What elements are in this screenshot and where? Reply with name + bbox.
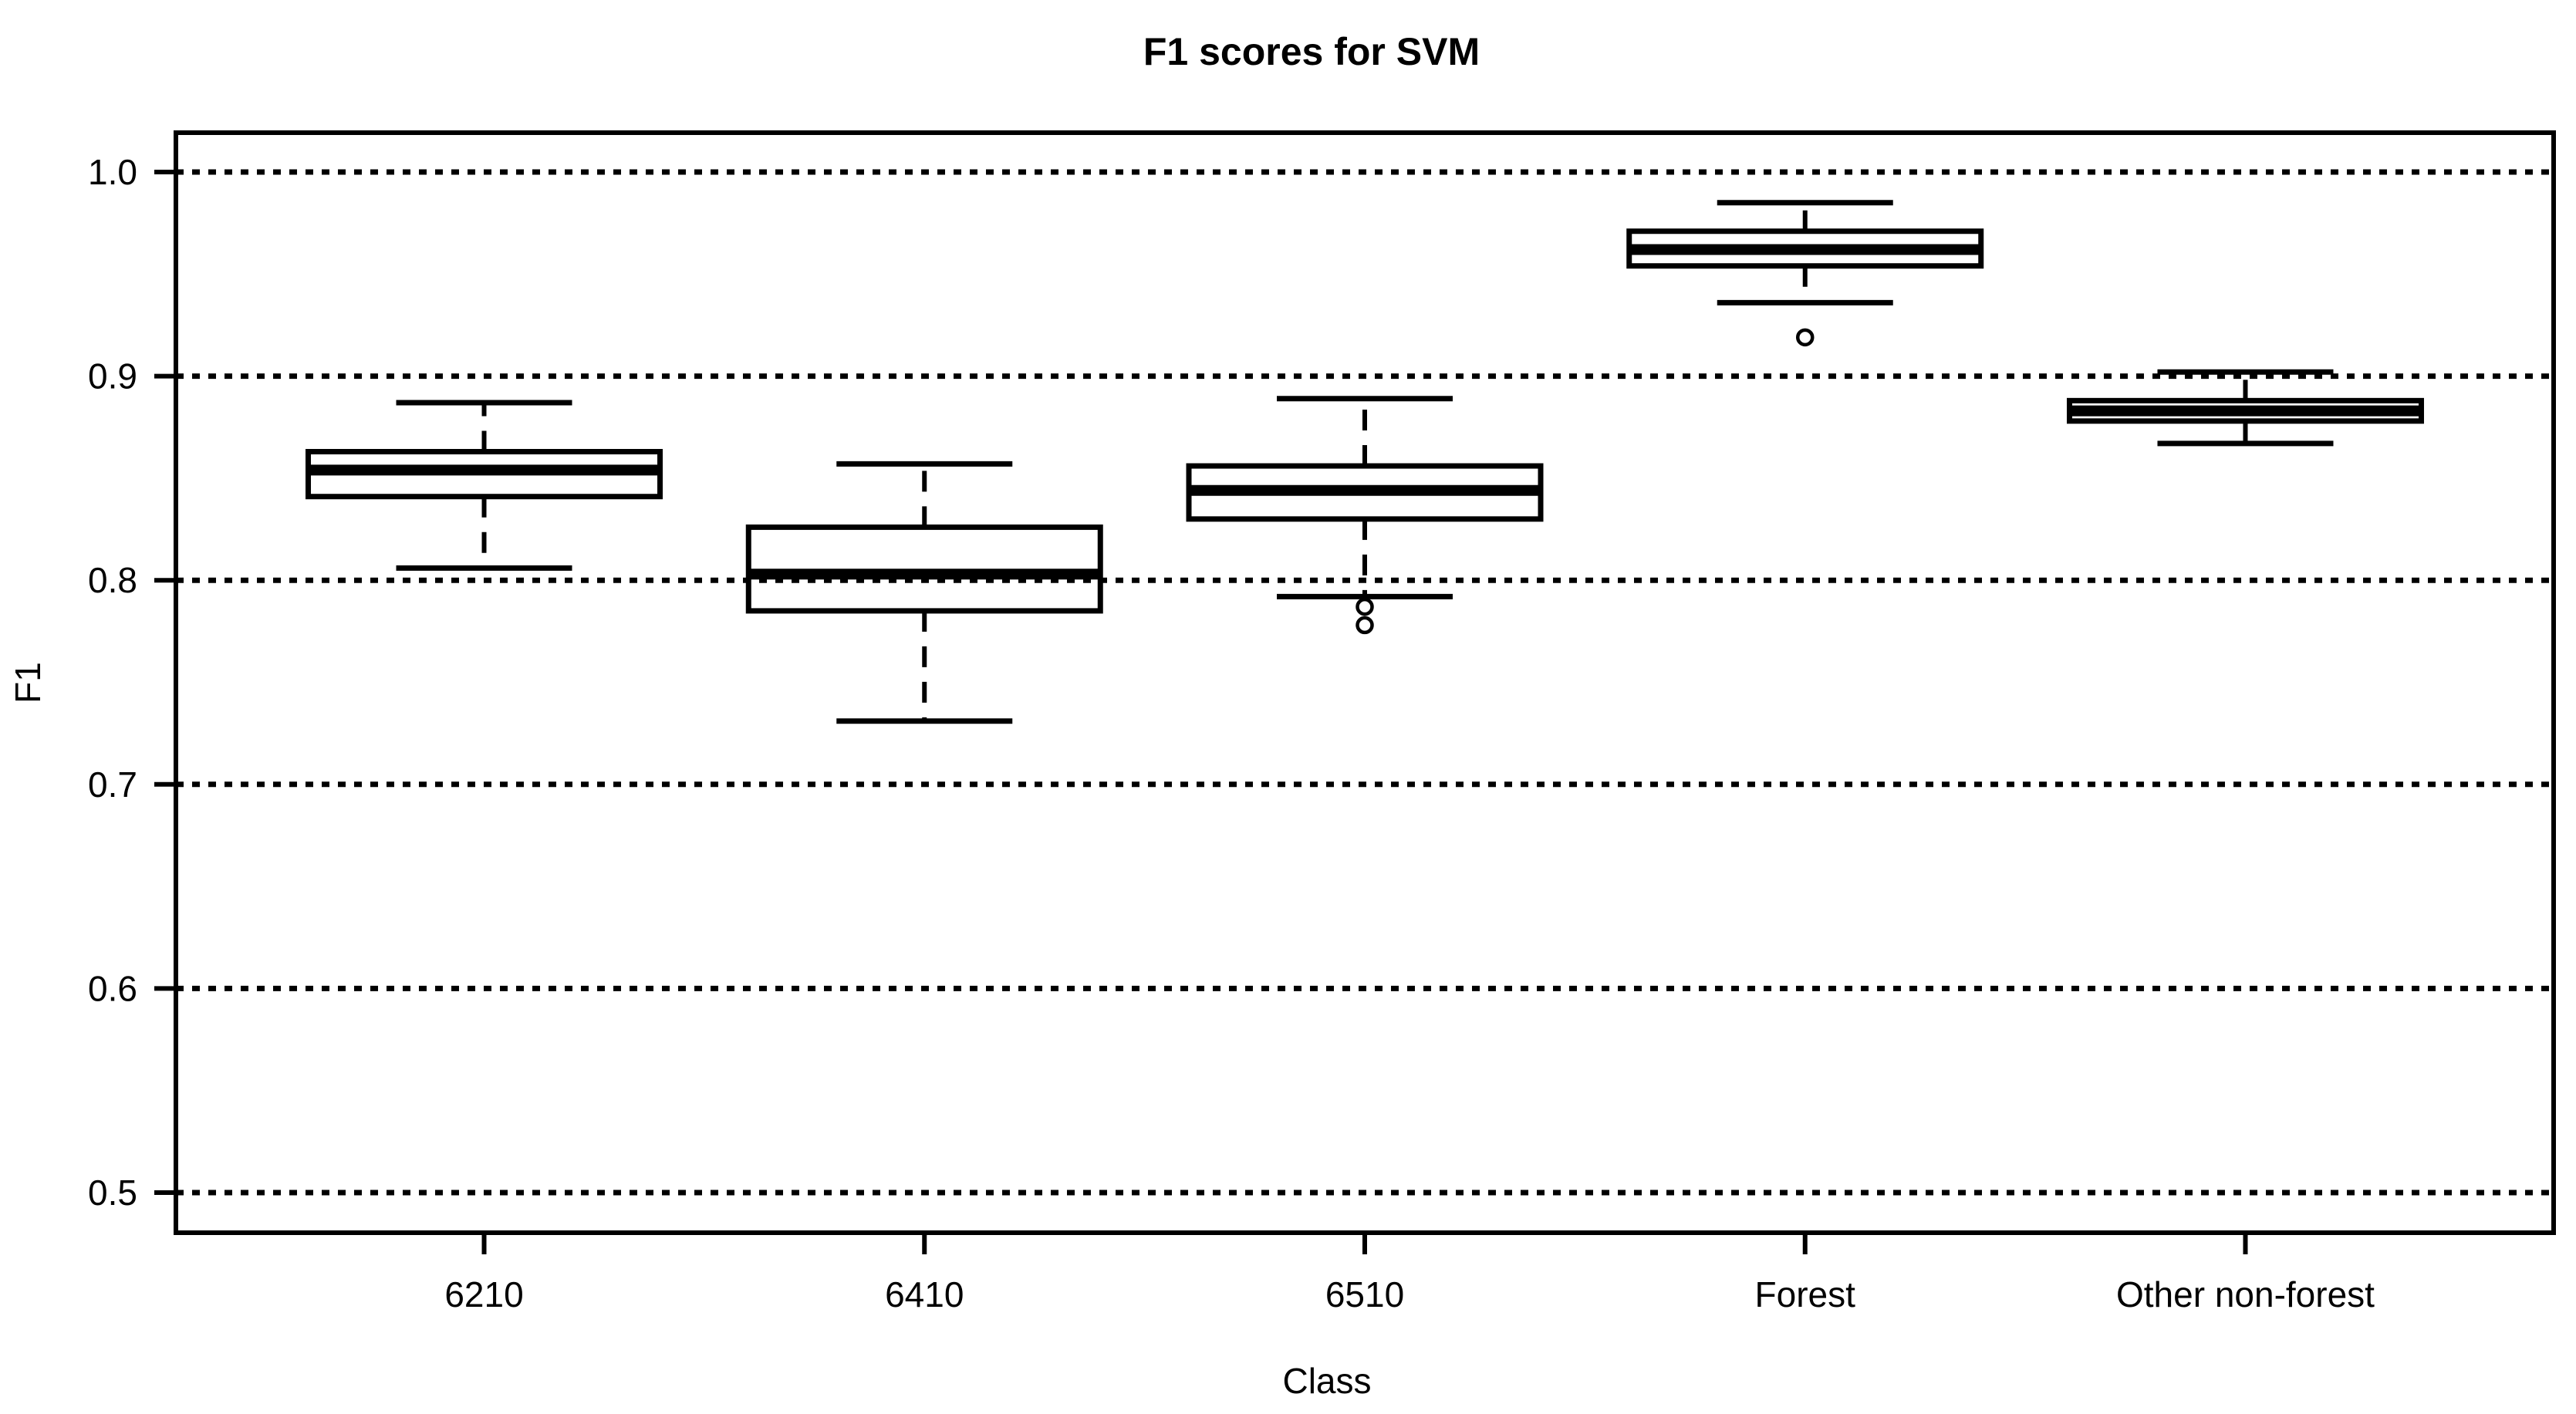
x-axis-label: Class (1282, 1361, 1371, 1401)
boxplot-Other non-forest (2066, 369, 2424, 447)
axes-frame-layer (154, 130, 2556, 1254)
boxplot-6210 (306, 400, 663, 571)
y-tick-label-0.8: 0.8 (88, 560, 137, 600)
outlier-point (1795, 328, 1815, 347)
gridlines-layer (176, 169, 2554, 1196)
x-tick-label-Other non-forest: Other non-forest (2116, 1274, 2375, 1314)
x-tick-label-Forest: Forest (1755, 1274, 1856, 1314)
y-tick-label-1.0: 1.0 (88, 152, 137, 192)
x-tick-label-6410: 6410 (885, 1274, 964, 1314)
x-tick-label-6510: 6510 (1325, 1274, 1404, 1314)
y-tick-label-0.9: 0.9 (88, 356, 137, 397)
plot-frame (174, 130, 2556, 1235)
tick-labels-layer: 1.0 0.9 0.8 0.7 0.6 0.5 6210 6410 6510 Forest Othe… (88, 152, 2375, 1314)
boxplot-Forest (1626, 200, 1984, 347)
boxplot-6510 (1186, 396, 1544, 635)
boxplot-6410 (745, 461, 1103, 724)
y-tick-label-0.6: 0.6 (88, 968, 137, 1008)
outlier-point (1356, 597, 1374, 616)
outlier-point (1356, 616, 1374, 635)
y-tick-label-0.5: 0.5 (88, 1173, 137, 1213)
boxes-layer (306, 200, 2424, 724)
y-axis-label: F1 (8, 662, 48, 704)
y-tick-label-0.7: 0.7 (88, 764, 137, 805)
x-tick-label-6210: 6210 (444, 1274, 523, 1314)
chart-title: F1 scores for SVM (1143, 30, 1480, 73)
